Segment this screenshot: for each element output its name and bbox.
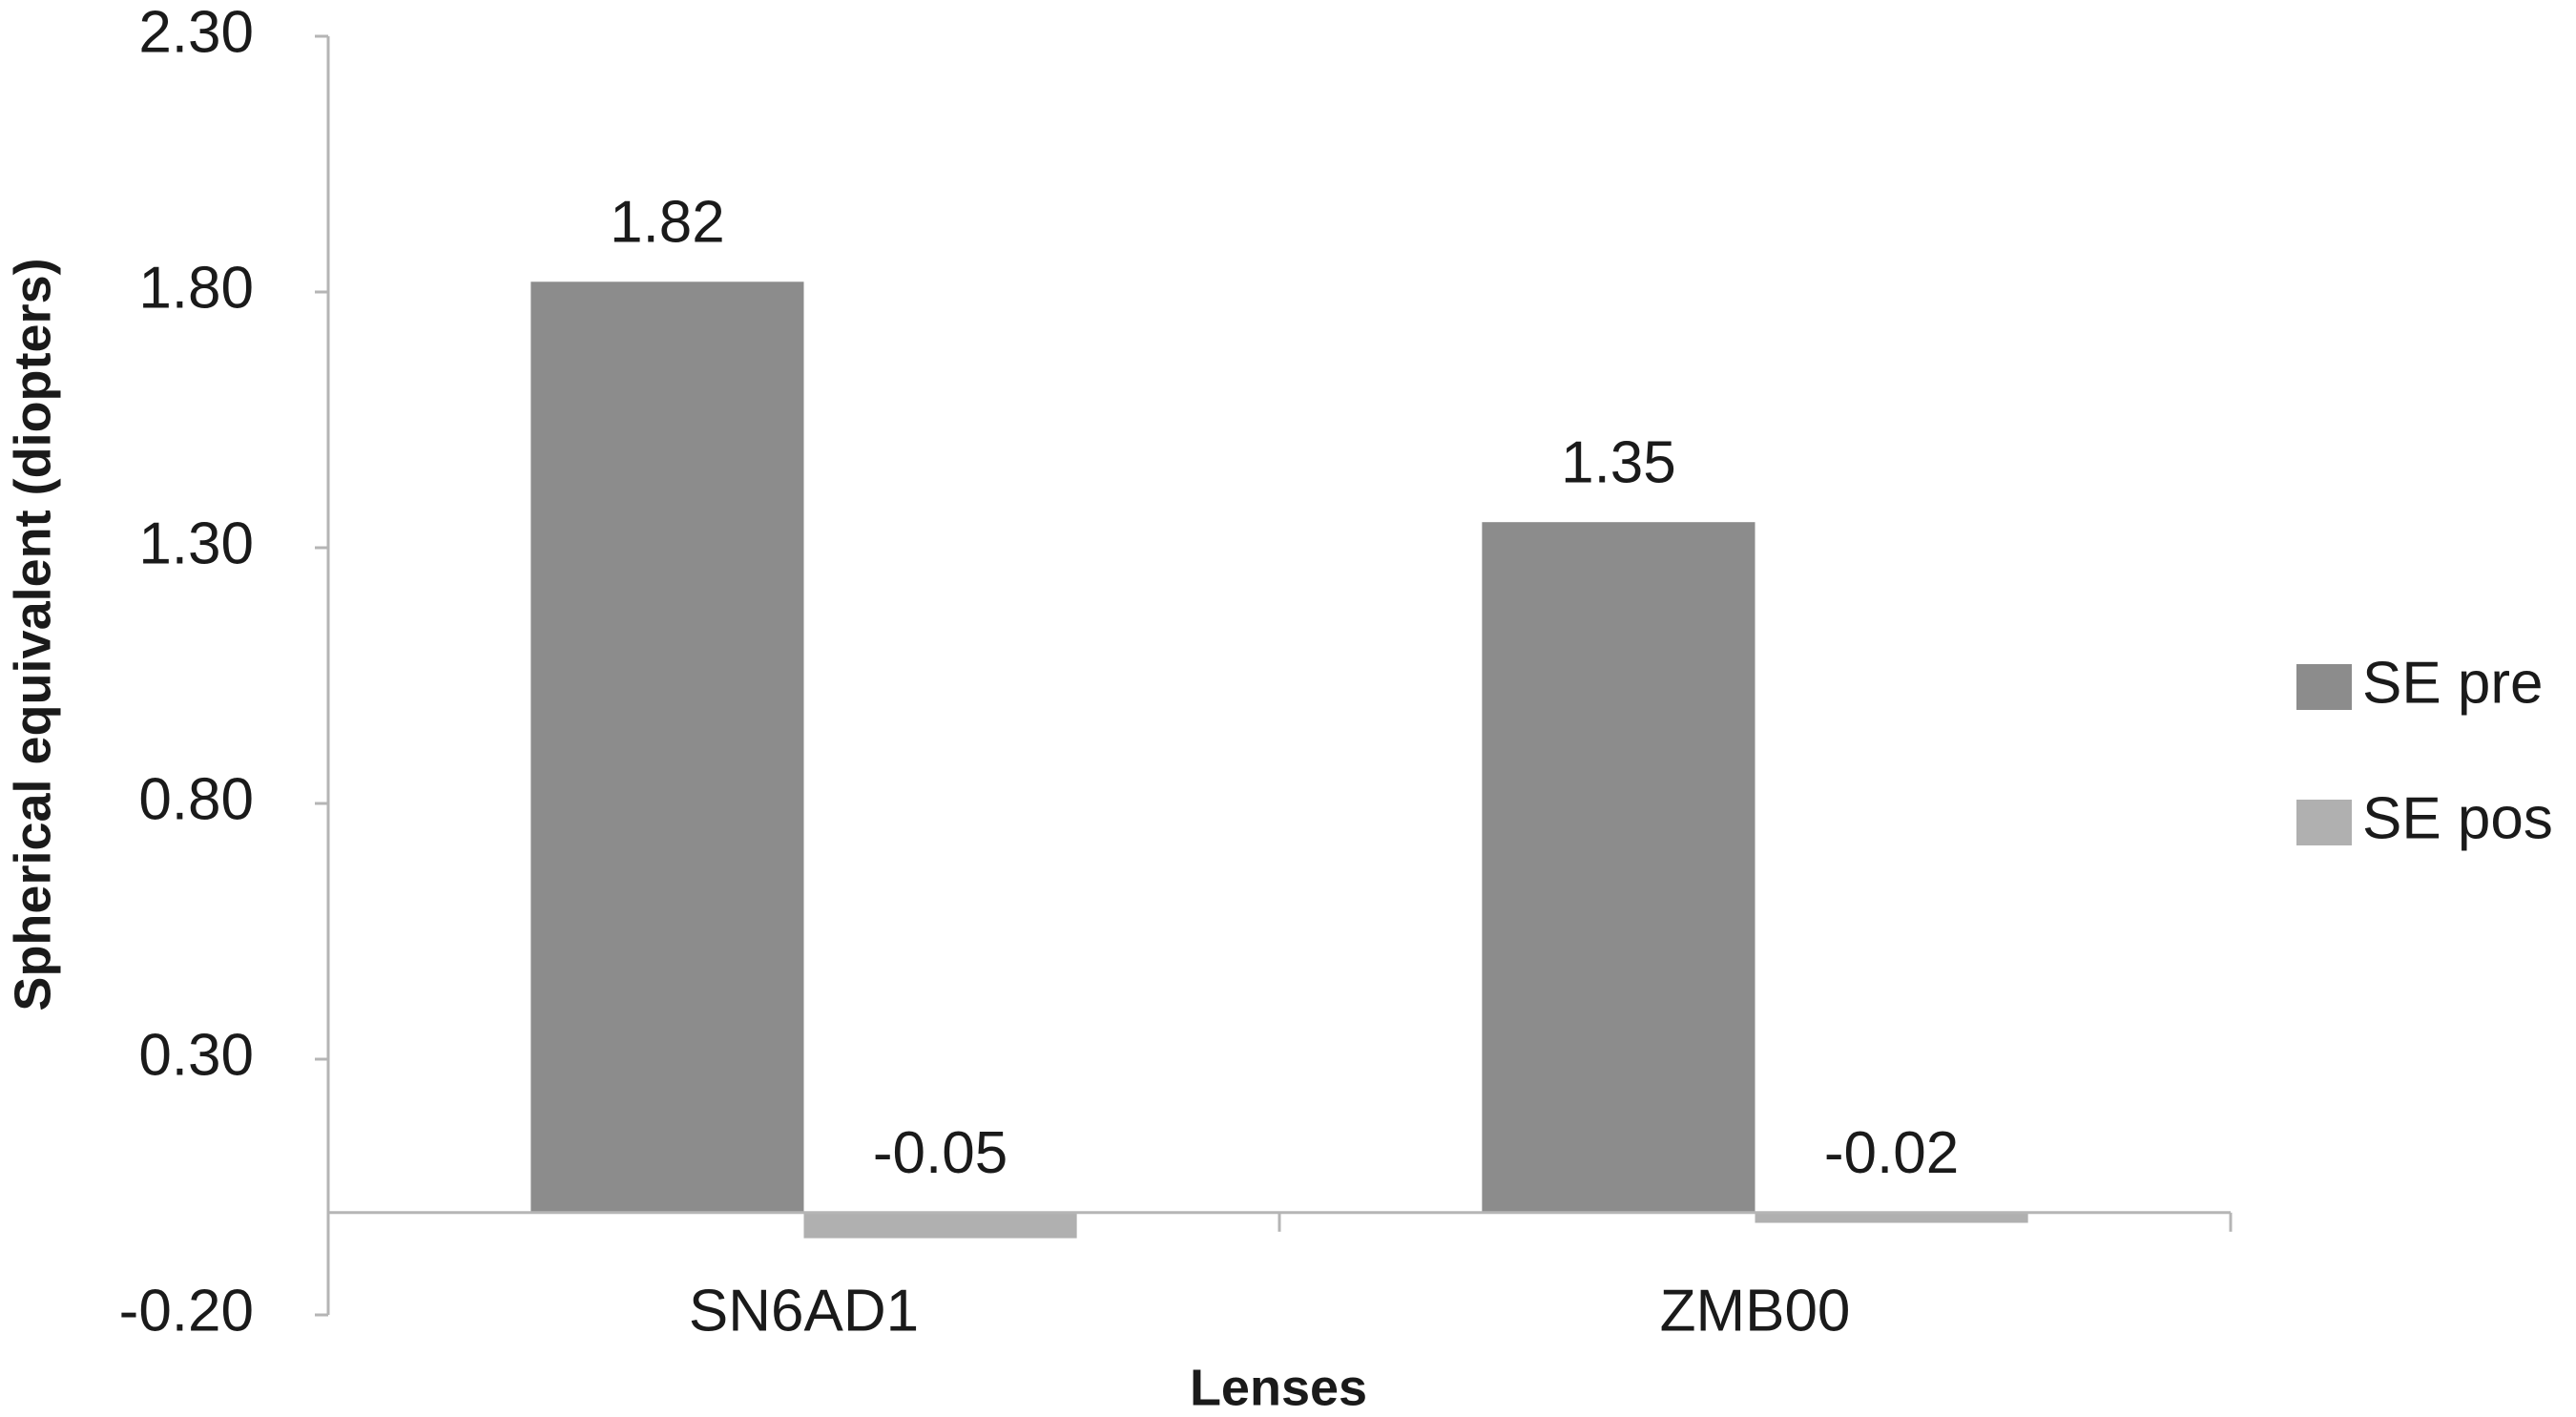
x-tick-label: SN6AD1 (689, 1278, 919, 1344)
legend-label: SE pos (2362, 785, 2553, 851)
bar (1482, 522, 1755, 1213)
value-label: -0.05 (873, 1120, 1008, 1186)
bar (1755, 1212, 2028, 1223)
y-tick-label: 0.30 (138, 1022, 254, 1088)
x-axis-title: Lenses (1190, 1359, 1367, 1416)
value-label: 1.82 (610, 190, 725, 256)
y-axis-title: Spherical equivalent (diopters) (4, 258, 61, 1011)
x-tick-label: ZMB00 (1660, 1278, 1851, 1344)
bar (803, 1212, 1077, 1239)
legend-swatch (2296, 800, 2352, 845)
value-label: 1.35 (1561, 430, 1676, 496)
y-tick-label: 0.80 (138, 766, 254, 832)
legend-label: SE pre (2362, 650, 2544, 716)
value-label: -0.02 (1824, 1120, 1959, 1186)
y-tick-label: 2.30 (138, 0, 254, 65)
bar (530, 281, 804, 1213)
y-tick-label: -0.20 (119, 1278, 254, 1344)
legend-swatch (2296, 664, 2352, 710)
y-tick-label: 1.30 (138, 511, 254, 576)
y-tick-label: 1.80 (138, 255, 254, 321)
